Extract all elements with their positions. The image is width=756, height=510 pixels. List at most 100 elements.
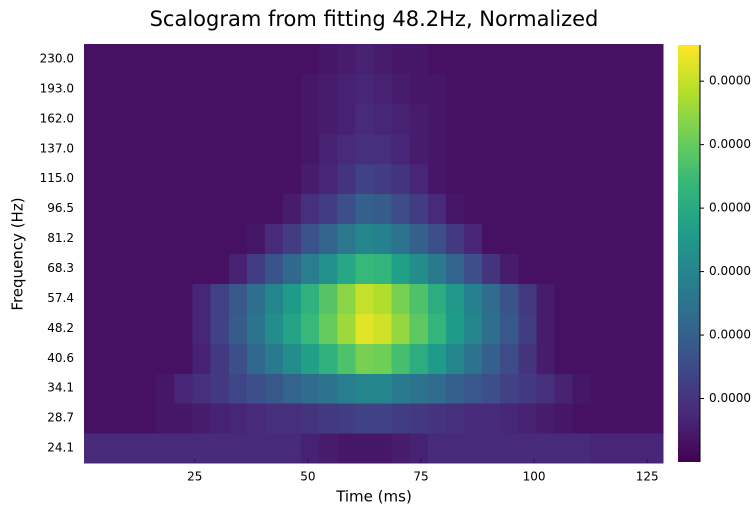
heat-cell [373,403,393,434]
heat-cell [644,163,664,195]
heat-cell [463,403,483,434]
heat-cell [409,73,429,105]
heat-cell [174,313,194,344]
x-tick-label: 75 [413,470,428,484]
heat-cell [192,253,212,285]
heat-cell [427,223,447,255]
heat-cell [246,223,266,255]
y-tick-label: 34.1 [47,381,74,395]
heat-cell [283,433,302,464]
heat-cell [445,103,465,135]
heat-cell [608,403,628,434]
heat-cell [427,103,447,135]
heat-cell [500,433,519,464]
heat-cell [337,433,357,464]
heat-cell [518,283,537,314]
heat-cell [84,283,103,314]
heat-cell [445,433,465,464]
heat-cell [391,73,411,105]
heat-cell [482,343,501,374]
heat-cell [355,133,375,165]
heat-cell [500,283,519,314]
heat-cell [264,433,284,464]
heat-cell [246,193,266,225]
heat-cell [536,163,556,195]
heat-cell [228,133,248,165]
heat-cell [156,313,176,344]
heat-cell [554,163,574,195]
heat-cell [301,73,320,105]
colorbar [678,45,700,462]
heat-cell [283,283,302,314]
heat-cell [626,253,646,285]
heat-cell [228,163,248,195]
heat-cell [319,433,338,464]
heat-cell [572,73,592,105]
heat-cell [590,373,610,404]
heat-cell [445,133,465,165]
heat-cell [554,373,574,404]
heat-cell [246,283,266,314]
heat-cell [409,193,429,225]
heat-cell [626,44,646,75]
heat-cell [319,193,338,225]
heat-cell [463,433,483,464]
heat-cell [264,193,284,225]
heat-cell [500,103,519,135]
heat-cell [192,313,212,344]
heat-cell [373,253,393,285]
heat-cell [482,433,501,464]
heat-cell [174,73,194,105]
heat-cell [174,193,194,225]
heat-cell [246,163,266,195]
heat-cell [210,223,230,255]
heat-cell [355,403,375,434]
heat-cell [120,133,139,165]
colorbar-tick-label: 0.0000 [709,201,751,215]
heat-cell [373,163,393,195]
heat-cell [445,193,465,225]
heat-cell [192,343,212,374]
heat-cell [427,133,447,165]
heat-cell [373,133,393,165]
x-tick-label: 25 [187,470,202,484]
heat-cell [391,103,411,135]
y-tick-label: 162.0 [40,111,74,125]
heat-cell [518,163,537,195]
heat-cell [283,133,302,165]
heat-cell [373,44,393,75]
heat-cell [264,253,284,285]
heat-cell [590,223,610,255]
heat-cell [120,283,139,314]
heat-cell [283,103,302,135]
heat-cell [554,253,574,285]
heat-cell [572,44,592,75]
heat-cell [337,193,357,225]
heat-cell [463,343,483,374]
colorbar-tick-label: 0.0000 [709,264,751,278]
heat-cell [337,313,357,344]
heat-cell [102,103,121,135]
heat-cell [355,313,375,344]
heat-cell [518,433,537,464]
heat-cell [192,193,212,225]
heat-cell [264,44,284,75]
heat-cell [373,343,393,374]
heat-cell [210,403,230,434]
heat-cell [138,44,157,75]
heat-cell [319,133,338,165]
heat-cell [138,193,157,225]
heat-cell [554,433,574,464]
heat-cell [301,253,320,285]
heat-cell [445,223,465,255]
colorbar-tick-label: 0.0000 [709,391,751,405]
heat-cell [246,373,266,404]
heat-cell [102,403,121,434]
heat-cell [156,193,176,225]
heat-cell [301,44,320,75]
heat-cell [572,193,592,225]
heat-cell [210,163,230,195]
heat-cell [572,433,592,464]
